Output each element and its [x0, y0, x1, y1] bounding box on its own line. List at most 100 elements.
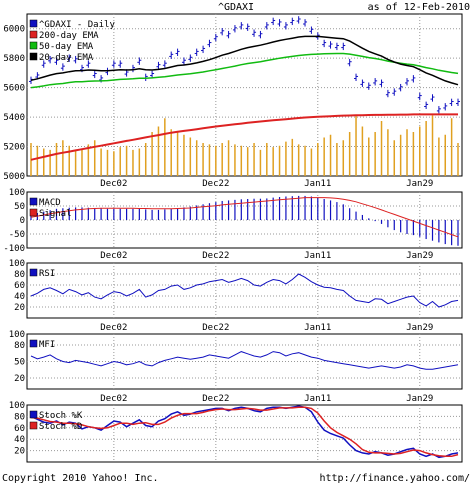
- volume-bar: [310, 148, 313, 176]
- x-axis-label: Jan11: [304, 394, 331, 404]
- volume-bar: [208, 144, 211, 176]
- volume-bar: [164, 118, 166, 176]
- rsi-ytick-label: 100: [9, 259, 25, 269]
- volume-bar: [170, 129, 172, 176]
- macd-ytick-label: -100: [3, 244, 25, 254]
- x-axis-label: Jan29: [406, 251, 433, 261]
- volume-bar: [125, 145, 128, 176]
- price-ytick-label: 5600: [3, 84, 25, 94]
- volume-bar: [138, 148, 141, 176]
- stoch-ytick-label: 80: [14, 412, 25, 422]
- legend-swatch: [29, 52, 38, 61]
- volume-bar: [291, 138, 294, 176]
- legend-entry: ^GDAXI - Daily: [39, 20, 115, 30]
- as-of-date: as of 12-Feb-2010: [368, 2, 470, 13]
- macd-ytick-label: 50: [14, 202, 25, 212]
- macd-ytick-label: -50: [9, 230, 25, 240]
- legend-entry: 20-day EMA: [39, 53, 94, 63]
- volume-bar: [189, 137, 192, 176]
- mfi-ytick-label: 100: [9, 330, 25, 340]
- volume-bar: [240, 145, 243, 176]
- volume-bar: [380, 121, 383, 176]
- volume-bar: [419, 126, 421, 176]
- x-axis-label: Dec22: [202, 251, 229, 261]
- legend-entry: RSI: [39, 269, 55, 279]
- volume-bar: [55, 143, 58, 176]
- legend-entry: Stoch %K: [39, 411, 83, 421]
- chart-title: ^GDAXI: [218, 2, 254, 13]
- stoch-frame: [26, 404, 463, 463]
- x-axis-label: Jan11: [304, 251, 331, 261]
- volume-bar: [323, 137, 325, 176]
- price-ytick-label: 5000: [3, 172, 25, 182]
- legend-entry: MFI: [39, 340, 55, 350]
- rsi-ytick-label: 20: [14, 303, 25, 313]
- volume-bar: [355, 115, 357, 176]
- volume-bar: [49, 149, 51, 176]
- volume-bar: [368, 137, 370, 176]
- volume-bar: [132, 149, 134, 176]
- x-axis-label: Dec02: [100, 394, 127, 404]
- stoch-d-line: [30, 406, 459, 458]
- legend-entry: 200-day EMA: [39, 31, 99, 41]
- x-axis-label: Jan29: [406, 323, 433, 333]
- volume-bar: [272, 147, 274, 176]
- legend-swatch: [29, 421, 38, 430]
- mfi-ytick-label: 50: [14, 358, 25, 368]
- volume-bar: [74, 149, 77, 176]
- volume-bar: [266, 143, 268, 176]
- volume-bar: [399, 134, 402, 176]
- rsi-ytick-label: 40: [14, 292, 25, 302]
- volume-bar: [221, 143, 223, 176]
- volume-bar: [246, 147, 249, 176]
- volume-bar: [81, 148, 83, 176]
- stoch-ytick-label: 40: [14, 435, 25, 445]
- volume-bar: [278, 145, 281, 176]
- legend-swatch: [29, 197, 38, 206]
- volume-bar: [62, 140, 64, 176]
- mfi-line: [30, 351, 459, 370]
- legend-swatch: [29, 339, 38, 348]
- rsi-line: [30, 273, 459, 308]
- legend-swatch: [29, 19, 38, 28]
- volume-bar: [93, 140, 96, 176]
- volume-bar: [438, 137, 440, 176]
- price-ytick-label: 5400: [3, 113, 25, 123]
- macd-ytick-label: 0: [20, 216, 25, 226]
- source-url: http://finance.yahoo.com/: [319, 473, 470, 484]
- volume-bar: [234, 144, 236, 176]
- volume-bar: [361, 126, 364, 176]
- volume-bar: [304, 145, 306, 176]
- volume-bar: [393, 140, 396, 176]
- stoch-ytick-label: 60: [14, 424, 25, 434]
- ema200-line: [30, 113, 458, 161]
- mfi-ytick-label: 20: [14, 374, 25, 384]
- price-frame: [26, 13, 463, 177]
- volume-bar: [202, 143, 204, 176]
- volume-bar: [412, 132, 415, 176]
- volume-bar: [259, 149, 262, 176]
- x-axis-label: Dec22: [202, 179, 229, 189]
- legend-entry: Signal: [39, 209, 72, 219]
- rsi-ytick-label: 60: [14, 281, 25, 291]
- legend-entry: MACD: [39, 198, 61, 208]
- volume-bar: [431, 115, 434, 176]
- ema20-line: [30, 35, 459, 86]
- legend-swatch: [29, 410, 38, 419]
- x-axis-label: Jan29: [406, 394, 433, 404]
- volume-bar: [68, 145, 70, 176]
- volume-bar: [285, 141, 287, 176]
- stoch-ytick-label: 100: [9, 401, 25, 411]
- volume-bar: [42, 148, 45, 176]
- macd-ytick-label: 100: [9, 188, 25, 198]
- volume-bar: [425, 121, 427, 176]
- volume-bar: [157, 126, 160, 176]
- volume-bar: [144, 143, 147, 176]
- signal-line: [30, 197, 459, 238]
- volume-bar: [387, 129, 389, 176]
- x-axis-label: Dec02: [100, 323, 127, 333]
- volume-bar: [227, 140, 230, 176]
- mfi-ytick-label: 80: [14, 341, 25, 351]
